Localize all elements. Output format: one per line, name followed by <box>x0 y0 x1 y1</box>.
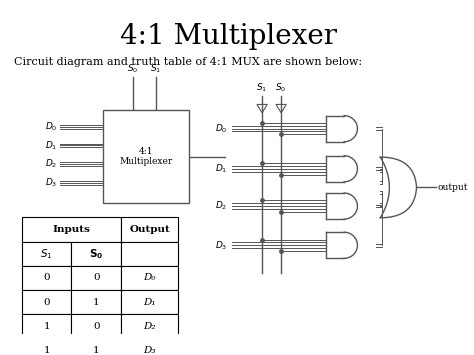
Text: $D_0$: $D_0$ <box>45 121 57 133</box>
Bar <box>121 266 178 290</box>
Text: 4:1
Multiplexer: 4:1 Multiplexer <box>119 147 173 166</box>
Bar <box>72 241 121 266</box>
Bar <box>121 217 178 241</box>
Text: $S_1$: $S_1$ <box>40 247 53 261</box>
Text: $D_2$: $D_2$ <box>45 158 57 170</box>
Bar <box>22 241 72 266</box>
Text: 1: 1 <box>93 346 100 355</box>
Text: $D_3$: $D_3$ <box>215 239 228 251</box>
Text: $D_0$: $D_0$ <box>215 122 228 135</box>
Text: output: output <box>438 183 468 192</box>
Text: $S_1$: $S_1$ <box>256 82 268 94</box>
Text: $S_0$: $S_0$ <box>127 62 138 75</box>
Bar <box>121 290 178 314</box>
Bar <box>121 241 178 266</box>
Bar <box>22 339 72 355</box>
Bar <box>103 110 189 203</box>
Text: Circuit diagram and truth table of 4:1 MUX are shown below:: Circuit diagram and truth table of 4:1 M… <box>14 57 362 67</box>
Text: Inputs: Inputs <box>53 225 91 234</box>
Bar <box>72 290 121 314</box>
Text: $S_0$: $S_0$ <box>275 82 287 94</box>
Text: $D_1$: $D_1$ <box>215 163 228 175</box>
Text: D₂: D₂ <box>143 322 156 331</box>
Text: D₀: D₀ <box>143 273 156 283</box>
Text: 1: 1 <box>93 297 100 307</box>
Bar <box>22 290 72 314</box>
Text: $S_1$: $S_1$ <box>150 62 162 75</box>
Bar <box>72 339 121 355</box>
Text: 0: 0 <box>43 297 50 307</box>
Bar <box>72 314 121 339</box>
Text: Output: Output <box>129 225 170 234</box>
Text: $D_3$: $D_3$ <box>45 176 57 189</box>
Text: $\mathbf{S_0}$: $\mathbf{S_0}$ <box>89 247 103 261</box>
Text: 0: 0 <box>93 273 100 283</box>
Bar <box>121 339 178 355</box>
Bar <box>22 266 72 290</box>
Text: D₃: D₃ <box>143 346 156 355</box>
Text: D₁: D₁ <box>143 297 156 307</box>
Text: 4:1 Multiplexer: 4:1 Multiplexer <box>120 23 337 50</box>
Bar <box>72 266 121 290</box>
Bar <box>22 217 121 241</box>
Text: $D_1$: $D_1$ <box>45 139 57 152</box>
Text: 1: 1 <box>43 346 50 355</box>
Text: 1: 1 <box>43 322 50 331</box>
Text: 0: 0 <box>93 322 100 331</box>
Bar <box>121 314 178 339</box>
Text: $D_2$: $D_2$ <box>216 200 228 212</box>
Bar <box>22 314 72 339</box>
Text: 0: 0 <box>43 273 50 283</box>
